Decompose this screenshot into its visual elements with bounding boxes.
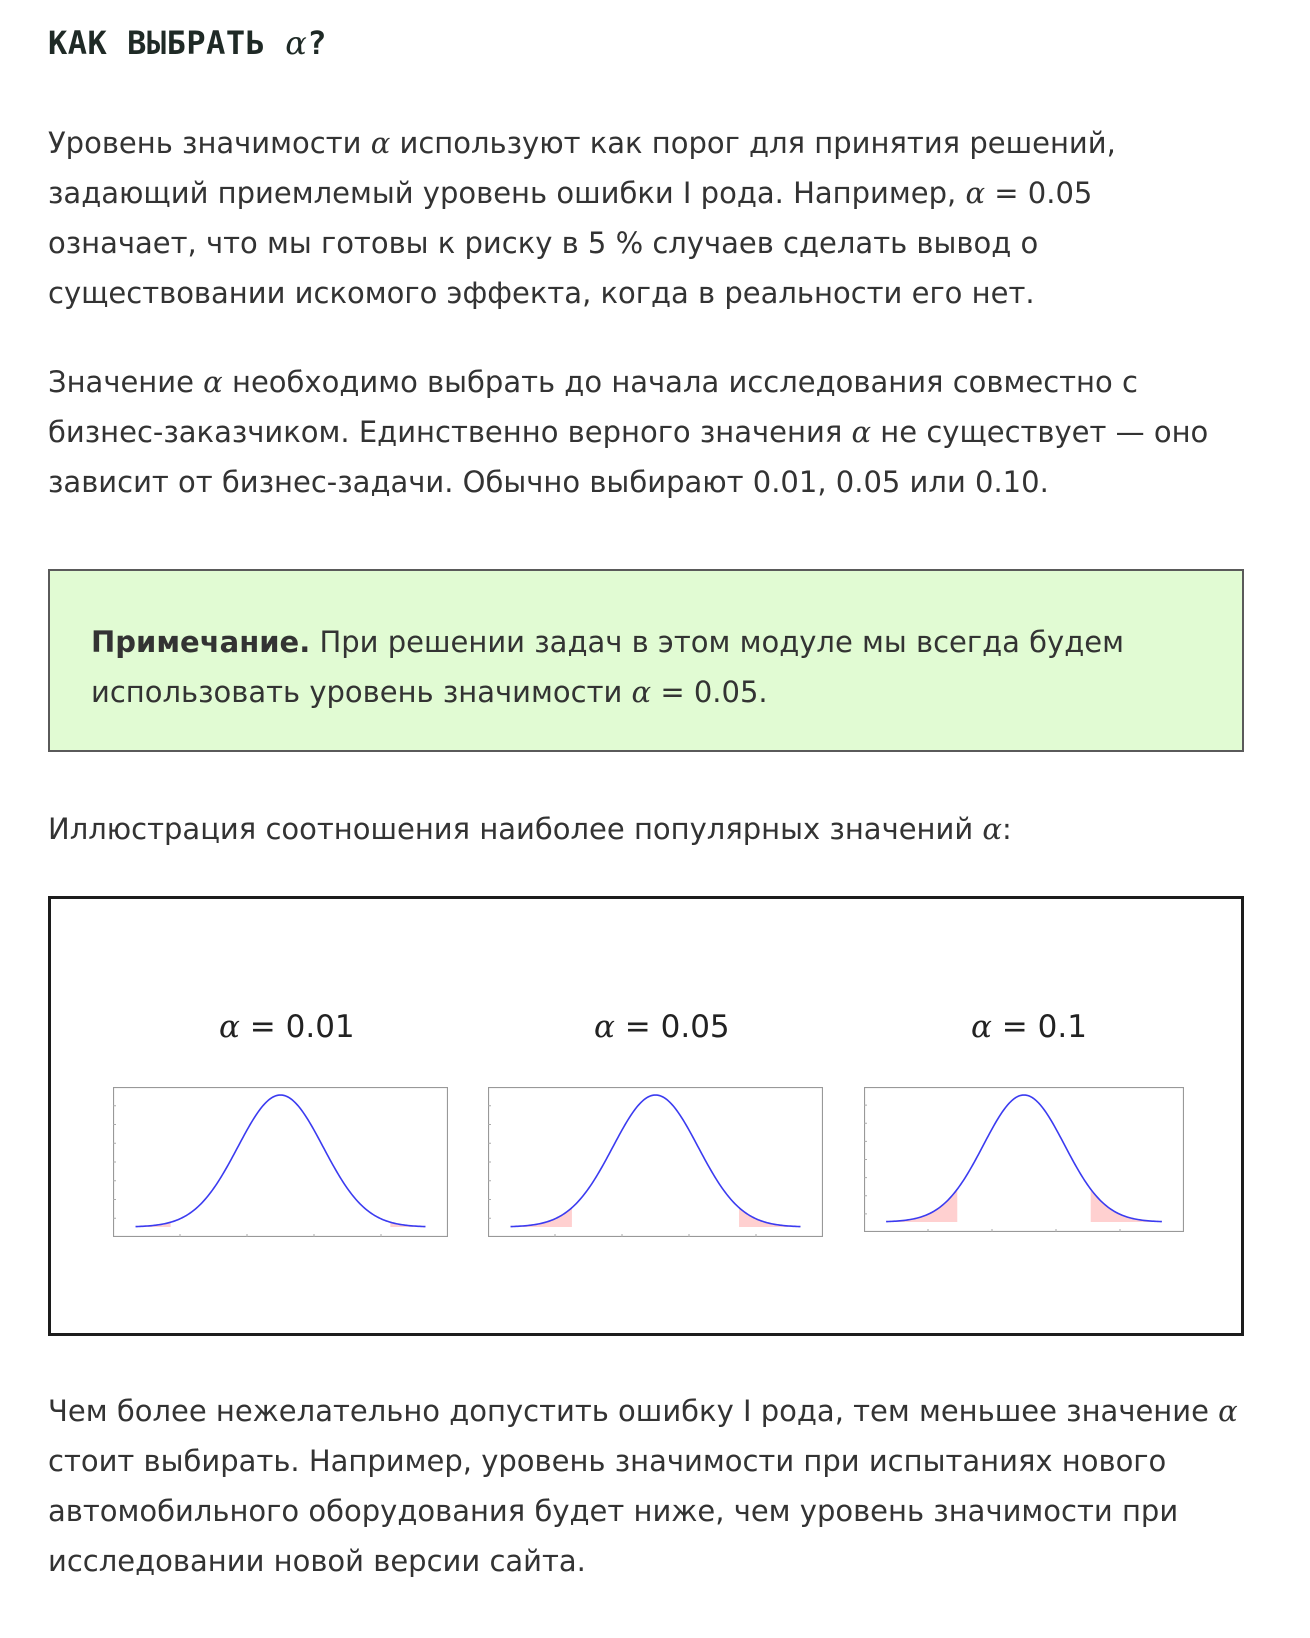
left-tail-region <box>886 1189 958 1222</box>
paragraph2-alpha1: α <box>203 365 223 399</box>
paragraph3-alpha: α <box>1218 1394 1238 1428</box>
paragraph1-part1: Уровень значимости <box>48 126 371 160</box>
heading-suffix: ? <box>307 24 328 62</box>
density-curve <box>886 1094 1162 1223</box>
section-heading: КАК ВЫБРАТЬ α? <box>48 24 327 62</box>
heading-alpha: α <box>285 24 308 62</box>
caption-alpha: α <box>982 812 1003 846</box>
paragraph-alpha-choice: Значение α необходимо выбрать до начала … <box>48 357 1248 507</box>
paragraph2-part1: Значение <box>48 365 204 399</box>
panel3-alpha: α <box>971 1009 992 1045</box>
paragraph-alpha-tradeoff: Чем более нежелательно допустить ошибку … <box>48 1386 1248 1586</box>
paragraph1-alpha1: α <box>370 126 391 160</box>
normal-plot-alpha-0.05 <box>488 1087 823 1237</box>
left-tail-region <box>510 1207 572 1227</box>
right-tail-region <box>1090 1189 1162 1222</box>
paragraph1-part2: используют как порог для принятия решени… <box>48 126 1116 210</box>
alpha-illustration-figure: α = 0.01 α = 0.05 α = 0.1 <box>48 896 1244 1336</box>
plot-frame <box>113 1087 448 1237</box>
plot-frame <box>864 1087 1184 1232</box>
paragraph-alpha-definition: Уровень значимости α используют как поро… <box>48 118 1248 318</box>
note-label: Примечание. <box>91 625 311 659</box>
paragraph3-part1: Чем более нежелательно допустить ошибку … <box>48 1394 1219 1428</box>
density-curve <box>510 1094 801 1228</box>
note-alpha: α <box>631 675 652 709</box>
illustration-caption: Иллюстрация соотношения наиболее популяр… <box>48 804 1248 854</box>
panel-title-2: α = 0.05 <box>594 1009 730 1045</box>
paragraph3-part2: стоит выбирать. Например, уровень значим… <box>48 1444 1179 1578</box>
right-tail-region <box>739 1207 801 1227</box>
normal-plot-alpha-0.01 <box>113 1087 448 1237</box>
note-part2: = 0.05. <box>651 675 768 709</box>
paragraph2-alpha2: α <box>851 415 872 449</box>
paragraph1-alpha2: α <box>965 176 986 210</box>
caption-part2: : <box>1002 812 1012 846</box>
panel-title-3: α = 0.1 <box>971 1009 1087 1045</box>
panel3-value: = 0.1 <box>991 1009 1087 1045</box>
panel2-alpha: α <box>594 1009 615 1045</box>
note-part1: При решении задач в этом модуле мы всегд… <box>91 625 1124 709</box>
plot-frame <box>488 1087 823 1237</box>
note-text: Примечание. При решении задач в этом мод… <box>91 617 1191 717</box>
heading-text: КАК ВЫБРАТЬ <box>48 24 286 62</box>
normal-plot-alpha-0.1 <box>864 1087 1184 1232</box>
note-callout: Примечание. При решении задач в этом мод… <box>48 569 1244 752</box>
density-curve <box>135 1094 426 1228</box>
left-tail-region <box>135 1222 171 1227</box>
panel1-value: = 0.01 <box>239 1009 355 1045</box>
panel2-value: = 0.05 <box>614 1009 730 1045</box>
right-tail-region <box>390 1222 426 1227</box>
paragraph1-part3: = 0.05 означает, что мы готовы к риску в… <box>48 176 1093 310</box>
paragraph2-part2: необходимо выбрать до начала исследовани… <box>48 365 1138 449</box>
panel-title-1: α = 0.01 <box>219 1009 355 1045</box>
caption-part1: Иллюстрация соотношения наиболее популяр… <box>48 812 983 846</box>
paragraph2-part3: не существует — оно зависит от бизнес-за… <box>48 415 1209 499</box>
panel1-alpha: α <box>219 1009 240 1045</box>
